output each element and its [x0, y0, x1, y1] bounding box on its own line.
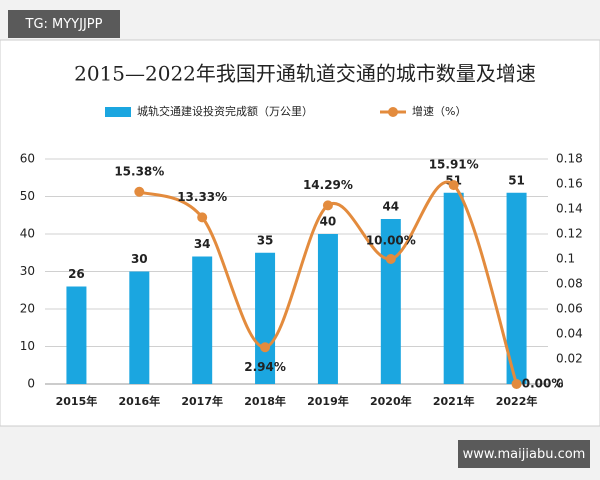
line-value-label: 13.33% — [177, 190, 227, 204]
bar — [255, 252, 276, 384]
y-tick-label: 0 — [27, 377, 35, 391]
bar-value-label: 30 — [131, 252, 148, 266]
x-tick-label: 2015年 — [56, 394, 98, 408]
legend-swatch — [388, 107, 398, 117]
bar — [192, 256, 213, 384]
y2-tick-label: 0.06 — [556, 302, 583, 316]
line-marker — [260, 342, 271, 353]
x-tick-label: 2018年 — [244, 394, 286, 408]
x-tick-label: 2020年 — [370, 394, 412, 408]
line-value-label: 10.00% — [366, 234, 416, 248]
x-tick-label: 2021年 — [433, 394, 475, 408]
legend-swatch — [105, 107, 131, 117]
y2-tick-label: 0.02 — [556, 352, 583, 366]
y-tick-label: 10 — [20, 339, 35, 353]
line-value-label: 0.00% — [522, 377, 564, 391]
y2-tick-label: 0.16 — [556, 177, 583, 191]
y-tick-label: 30 — [20, 264, 35, 278]
line-value-label: 15.38% — [114, 164, 164, 178]
line-marker — [322, 200, 333, 211]
x-tick-label: 2022年 — [496, 394, 538, 408]
line-marker — [385, 254, 396, 264]
watermark-badge: www.maijiabu.com — [458, 440, 590, 468]
line-value-label: 15.91% — [429, 158, 479, 172]
bar-value-label: 34 — [194, 237, 211, 251]
bar — [380, 219, 401, 384]
x-tick-label: 2019年 — [307, 394, 349, 408]
line-value-label: 2.94% — [244, 360, 286, 374]
bar — [506, 192, 527, 384]
x-tick-label: 2017年 — [181, 394, 223, 408]
y2-tick-label: 0.08 — [556, 277, 583, 291]
line-value-label: 14.29% — [303, 178, 353, 192]
x-tick-label: 2016年 — [119, 394, 161, 408]
bar — [129, 271, 150, 384]
bar-value-label: 35 — [257, 233, 274, 247]
chart-frame — [0, 39, 600, 427]
y-tick-label: 20 — [20, 302, 35, 316]
bar-value-label: 44 — [382, 200, 399, 214]
watermark-badge: TG: MYYJJPP — [8, 10, 120, 38]
line-marker — [511, 379, 522, 389]
bar-value-label: 26 — [68, 267, 85, 281]
bar-value-label: 40 — [320, 215, 337, 229]
bar-value-label: 51 — [508, 173, 525, 187]
y2-tick-label: 0.1 — [556, 252, 575, 266]
line-marker — [448, 180, 459, 191]
y2-tick-label: 0.14 — [556, 202, 583, 216]
line — [138, 180, 518, 385]
y2-tick-label: 0 — [556, 377, 564, 391]
line-marker — [197, 212, 208, 223]
chart-title: 2015—2022年我国开通轨道交通的城市数量及增速 — [74, 62, 536, 86]
y2-tick-label: 0.12 — [556, 227, 583, 241]
bar — [317, 234, 338, 384]
line-marker — [134, 186, 145, 197]
legend-label: 增速（%） — [412, 104, 466, 118]
y-tick-label: 40 — [20, 227, 35, 241]
y-tick-label: 50 — [20, 189, 35, 203]
y2-tick-label: 0.04 — [556, 327, 583, 341]
y-tick-label: 60 — [20, 152, 35, 166]
bar — [66, 286, 87, 384]
y2-tick-label: 0.18 — [556, 152, 583, 166]
bar — [443, 192, 464, 384]
legend-label: 城轨交通建设投资完成额（万公里） — [137, 104, 313, 118]
